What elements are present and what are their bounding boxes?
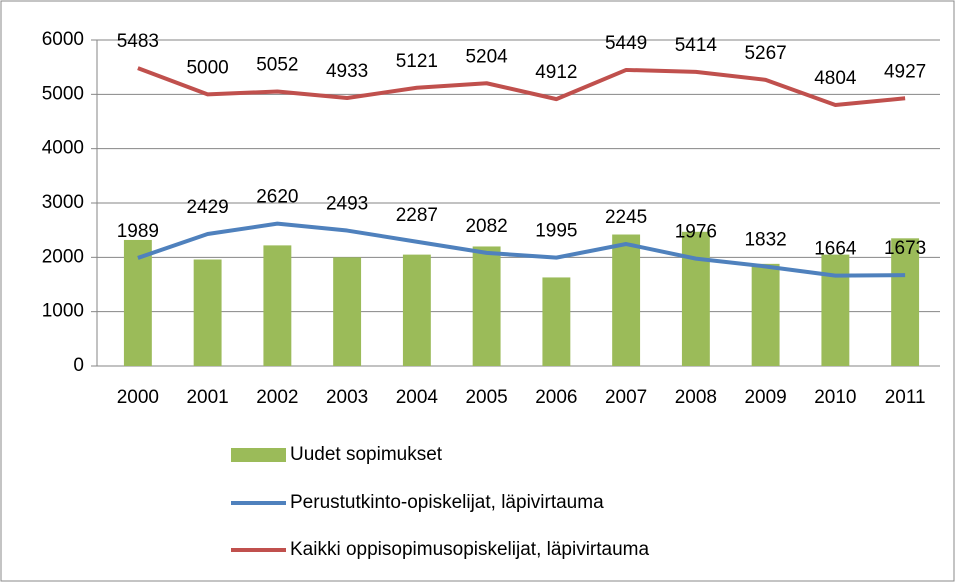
data-label: 5483 [117, 31, 159, 52]
x-tick-label: 2007 [605, 387, 647, 408]
bar [263, 245, 292, 366]
data-label: 1995 [535, 221, 577, 242]
line [137, 221, 906, 278]
data-label: 1832 [744, 229, 786, 250]
x-tick-label: 2004 [396, 387, 439, 408]
y-tick-label: 3000 [42, 192, 84, 213]
data-label: 5449 [605, 33, 647, 54]
y-tick-label: 5000 [42, 83, 84, 104]
legend-label: Perustutkinto-opiskelijat, läpivirtauma [290, 492, 604, 513]
data-label: 2620 [256, 187, 298, 208]
x-tick-label: 2002 [256, 387, 298, 408]
x-tick-label: 2008 [675, 387, 717, 408]
data-label: 1989 [117, 221, 159, 242]
data-label: 2287 [396, 205, 438, 226]
x-tick-label: 2005 [465, 387, 507, 408]
data-label: 2429 [186, 197, 228, 218]
y-tick-label: 2000 [42, 246, 84, 267]
line [137, 66, 906, 107]
x-tick-label: 2003 [326, 387, 368, 408]
x-tick-label: 2010 [814, 387, 856, 408]
data-label: 4933 [326, 61, 368, 82]
data-label: 4804 [814, 68, 857, 89]
bar [542, 277, 571, 366]
bar [402, 254, 431, 366]
bar [891, 238, 920, 366]
data-label: 1673 [884, 238, 926, 259]
data-label: 5414 [675, 35, 718, 56]
x-tick-label: 2000 [117, 387, 159, 408]
bar [751, 263, 780, 366]
x-tick-label: 2001 [186, 387, 228, 408]
data-label: 5052 [256, 55, 298, 76]
data-label: 2493 [326, 194, 368, 215]
data-label: 5267 [744, 43, 786, 64]
y-tick-label: 6000 [42, 29, 84, 50]
legend-swatch [231, 448, 286, 462]
x-tick-label: 2006 [535, 387, 577, 408]
y-tick-label: 0 [73, 355, 84, 376]
data-label: 4927 [884, 61, 926, 82]
data-label: 1664 [814, 239, 857, 260]
bar [193, 259, 222, 366]
data-label: 4912 [535, 62, 577, 83]
bar [821, 254, 850, 366]
data-label: 2245 [605, 207, 647, 228]
data-label: 2082 [465, 216, 507, 237]
bar [333, 257, 362, 366]
x-tick-label: 2009 [744, 387, 786, 408]
bar [472, 246, 501, 366]
x-tick-label: 2011 [885, 387, 926, 408]
data-label: 1976 [675, 222, 717, 243]
y-tick-label: 1000 [42, 301, 84, 322]
legend-label: Uudet sopimukset [290, 444, 443, 465]
data-label: 5204 [465, 46, 508, 67]
legend-label: Kaikki oppisopimusopiskelijat, läpivirta… [290, 539, 649, 560]
data-label: 5000 [186, 57, 228, 78]
data-label: 5121 [396, 51, 438, 72]
bar [123, 239, 152, 366]
y-tick-label: 4000 [42, 138, 84, 159]
bar [612, 234, 641, 366]
bar [681, 231, 710, 366]
